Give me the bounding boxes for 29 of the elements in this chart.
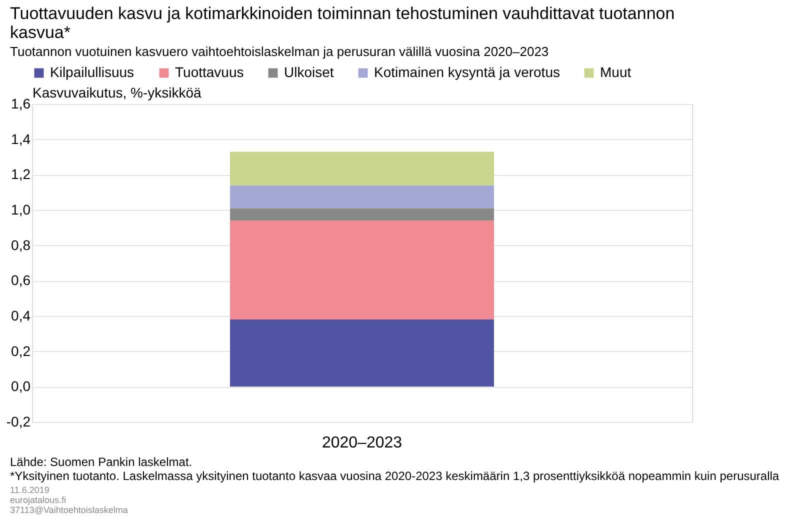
bar — [230, 320, 494, 387]
chart-title: Tuottavuuden kasvu ja kotimarkkinoiden toiminnan tehostuminen vauhdittavat tuotannon kasvua* — [10, 4, 675, 42]
bar — [230, 220, 494, 320]
bar — [230, 152, 494, 186]
legend-label: Kilpailullisuus — [50, 64, 134, 80]
text: Lähde: Suomen Pankin laskelmat. — [10, 455, 192, 469]
y-tick-label: 0,8 — [11, 236, 31, 253]
y-tick-label: 1,6 — [11, 96, 31, 112]
legend-label: Kotimainen kysyntä ja verotus — [374, 64, 560, 80]
y-tick-label: 0,2 — [11, 342, 31, 359]
y-tick-label: 0,0 — [11, 378, 31, 394]
text: 11.6.2019 — [10, 485, 50, 495]
y-axis-title: Kasvuvaikutus, %-yksikköä — [32, 84, 202, 100]
y-tick-label: -0,2 — [6, 414, 31, 430]
chart-subtitle: Tuotannon vuotuinen kasvuero vaihtoehtoislaskelman ja perusuran välillä vuosina 2020–2023 — [10, 44, 549, 59]
text: 37113@Vaihtoehtoislaskelma — [10, 505, 128, 515]
y-tick-label: 0,6 — [11, 272, 31, 288]
legend-label: Ulkoiset — [284, 64, 334, 80]
x-tick-label: 2020–2023 — [322, 434, 402, 452]
text: *Yksityinen tuotanto. Laskelmassa yksityinen tuotanto kasvaa vuosina 2020-2023 keskimäärin 1,3 prosenttiyksikköä nopeammin kuin perusuralla — [10, 469, 780, 483]
text: eurojatalous.fi — [10, 495, 66, 505]
legend-label: Tuottavuus — [175, 64, 244, 80]
bar — [230, 185, 494, 208]
legend-label: Muut — [600, 64, 632, 80]
y-tick-label: 1,2 — [11, 166, 31, 182]
y-tick-label: 0,4 — [11, 308, 31, 324]
bar — [230, 208, 494, 221]
y-tick-label: 1,0 — [11, 202, 31, 218]
y-tick-label: 1,4 — [11, 130, 31, 147]
